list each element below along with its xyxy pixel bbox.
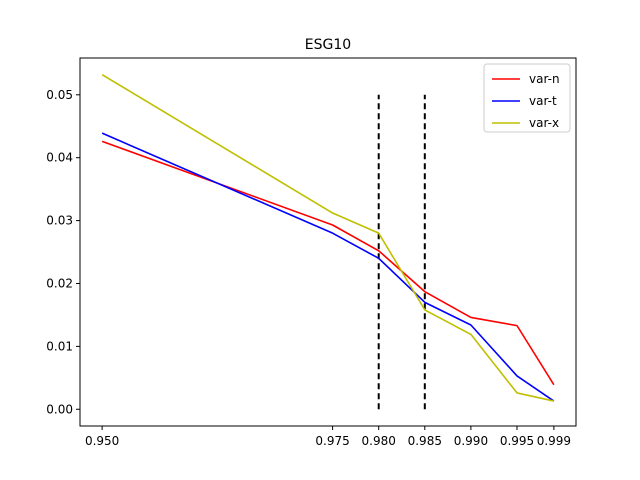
x-tick-label: 0.950 [85,434,119,448]
y-tick-label: 0.05 [46,88,73,102]
x-tick-label: 0.980 [362,434,396,448]
legend-label-var-t: var-t [529,94,557,108]
x-tick-label: 0.985 [408,434,442,448]
x-tick-label: 0.995 [500,434,534,448]
series-line-var-t [101,132,555,402]
y-tick-label: 0.02 [46,276,73,290]
series-line-var-x [101,73,555,402]
legend-box [483,63,571,133]
x-axis: 0.950 0.975 0.980 0.985 0.990 0.995 0.999 [85,426,571,448]
y-axis: 0.00 0.01 0.02 0.03 0.04 0.05 [46,88,80,416]
y-tick-label: 0.01 [46,339,73,353]
legend-label-var-n: var-n [529,72,560,86]
chart-title: ESG10 [305,37,351,53]
y-tick-label: 0.04 [46,151,73,165]
y-tick-label: 0.00 [46,402,73,416]
legend: var-n var-t var-x [483,63,571,133]
y-tick-label: 0.03 [46,214,73,228]
plot-area [101,73,555,410]
x-tick-label: 0.975 [315,434,349,448]
axes-frame [79,57,577,427]
x-tick-label: 0.990 [454,434,488,448]
series-line-var-n [101,140,555,386]
legend-label-var-x: var-x [529,116,559,130]
x-tick-label: 0.999 [537,434,571,448]
